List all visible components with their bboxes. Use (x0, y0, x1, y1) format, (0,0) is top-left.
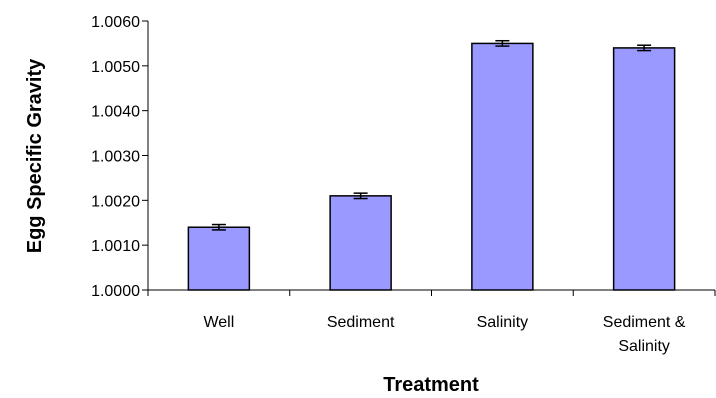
y-axis-title: Egg Specific Gravity (24, 58, 46, 253)
bar (187, 226, 251, 291)
y-tick-label: 1.0040 (91, 104, 140, 121)
x-axis: Well Sediment Salinity Sediment & Salinity (147, 289, 716, 355)
error-bar (637, 44, 652, 52)
error-bar (495, 39, 510, 47)
y-tick-label: 1.0060 (91, 14, 140, 31)
y-tick-label: 1.0000 (91, 283, 140, 300)
x-tick-label: Sediment (327, 314, 395, 331)
error-bar (353, 192, 368, 200)
y-axis: 1.0000 1.0010 1.0020 1.0030 1.0040 1.0050 1.00… (91, 14, 149, 300)
y-tick-label: 1.0010 (91, 238, 140, 255)
bar (329, 195, 392, 291)
x-tick-label: Salinity (477, 314, 529, 331)
error-bar (211, 223, 226, 231)
bar (612, 47, 676, 291)
bars (187, 39, 676, 291)
x-tick-label: Well (203, 314, 234, 331)
y-tick-label: 1.0030 (91, 149, 140, 166)
x-axis-title: Treatment (383, 374, 479, 396)
x-tick-label: Sediment & Salinity (603, 314, 686, 355)
y-tick-label: 1.0050 (91, 59, 140, 76)
bar (471, 42, 534, 291)
y-tick-label: 1.0020 (91, 193, 140, 210)
